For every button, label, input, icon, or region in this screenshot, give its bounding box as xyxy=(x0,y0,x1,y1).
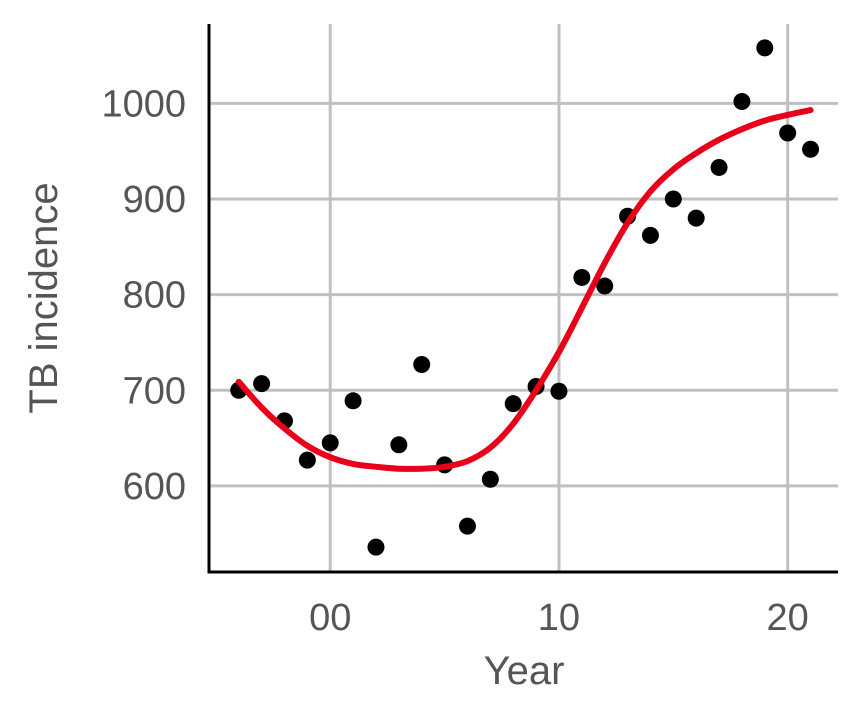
data-point xyxy=(756,39,774,57)
data-point xyxy=(550,382,568,400)
x-tick-label: 20 xyxy=(767,597,809,639)
data-point xyxy=(687,209,705,227)
y-tick-label: 1000 xyxy=(101,83,186,125)
axes xyxy=(207,24,838,574)
y-tick-label: 800 xyxy=(123,275,186,317)
data-point xyxy=(733,92,751,110)
y-tick-label: 900 xyxy=(123,179,186,221)
y-tick-label: 700 xyxy=(123,370,186,412)
y-axis-title: TB incidence xyxy=(22,182,66,413)
data-point xyxy=(504,395,522,413)
data-point xyxy=(321,434,339,452)
y-tick-label: 600 xyxy=(123,466,186,508)
data-point xyxy=(367,538,385,556)
data-point xyxy=(298,451,316,469)
data-point xyxy=(596,277,614,295)
data-point xyxy=(413,355,431,373)
data-point xyxy=(802,140,820,158)
data-point xyxy=(573,268,591,286)
x-tick-label: 10 xyxy=(538,597,580,639)
x-axis-title: Year xyxy=(484,649,565,693)
data-point xyxy=(253,375,271,393)
data-point xyxy=(344,392,362,410)
data-point xyxy=(390,436,408,454)
data-point xyxy=(779,124,797,142)
plot-marks xyxy=(230,39,820,556)
tick-labels: 00 10 20 600 700 800 900 1000 xyxy=(101,83,808,639)
data-point xyxy=(710,158,728,176)
x-tick-label: 00 xyxy=(309,597,351,639)
data-point xyxy=(481,470,499,488)
data-point xyxy=(641,226,659,244)
data-point xyxy=(664,190,682,208)
trend-line xyxy=(235,107,814,472)
data-point xyxy=(458,517,476,535)
